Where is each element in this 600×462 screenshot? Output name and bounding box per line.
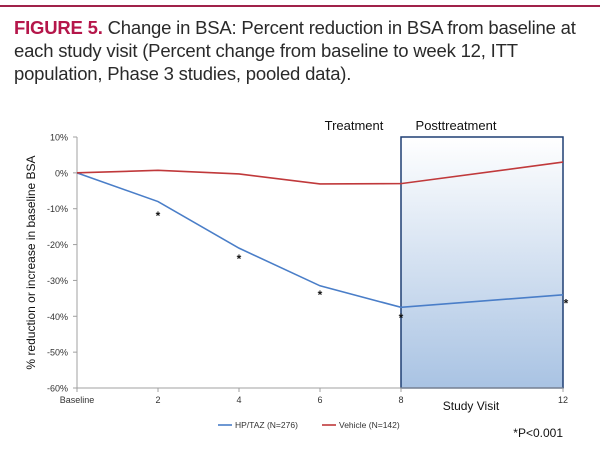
x-tick-label: 12	[558, 395, 568, 405]
hp-taz-line	[76, 172, 564, 309]
figure-caption: FIGURE 5. Change in BSA: Percent reducti…	[14, 16, 589, 85]
y-axis-title: % reduction or increase in baseline BSA	[24, 155, 38, 369]
y-tick-label: -60%	[47, 384, 68, 394]
x-tick-label: 2	[155, 395, 160, 405]
y-tick-label: 0%	[55, 168, 68, 178]
significance-asterisk: *	[399, 311, 404, 325]
y-tick-label: -40%	[47, 312, 68, 322]
legend-label: HP/TAZ (N=276)	[235, 420, 298, 430]
legend-label: Vehicle (N=142)	[339, 420, 400, 430]
top-rule	[0, 5, 600, 7]
posttreatment-region	[400, 136, 564, 389]
x-tick-label: 8	[398, 395, 403, 405]
region-label-treatment: Treatment	[325, 118, 384, 133]
figure-caption-text: Change in BSA: Percent reduction in BSA …	[14, 17, 576, 84]
significance-asterisk: *	[237, 252, 242, 266]
y-tick-label: -20%	[47, 240, 68, 250]
x-tick-label: Baseline	[60, 395, 95, 405]
significance-asterisk: *	[318, 288, 323, 302]
significance-asterisk: *	[156, 209, 161, 223]
x-tick-label: 6	[317, 395, 322, 405]
region-label-posttreatment: Posttreatment	[416, 118, 497, 133]
y-tick-label: -10%	[47, 204, 68, 214]
footnote: *P<0.001	[513, 426, 563, 440]
y-tick-label: -30%	[47, 276, 68, 286]
x-axis-title: Study Visit	[443, 399, 500, 413]
y-tick-label: 10%	[50, 133, 68, 143]
significance-asterisk: *	[564, 297, 569, 311]
x-tick-label: 4	[236, 395, 241, 405]
y-tick-label: -50%	[47, 348, 68, 358]
vehicle-line	[76, 161, 564, 185]
figure-label: FIGURE 5.	[14, 17, 103, 38]
